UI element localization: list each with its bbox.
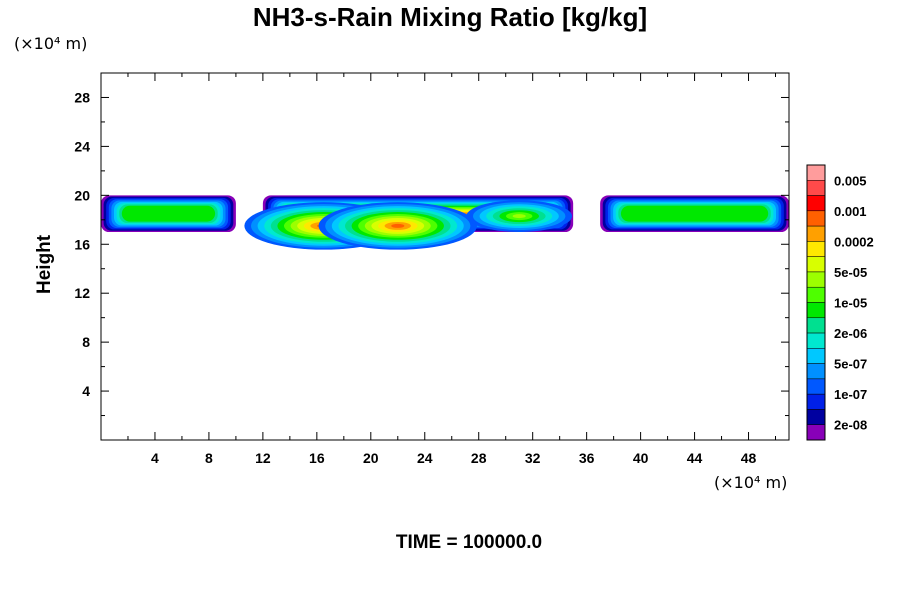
colorbar-swatch [806, 348, 826, 364]
colorbar-swatch [806, 409, 826, 425]
colorbar-swatch [806, 363, 826, 380]
colorbar-swatch [806, 393, 826, 410]
colorbar-swatch [806, 317, 826, 334]
y-tick-label: 4 [82, 383, 90, 399]
colorbar-swatch [806, 424, 826, 441]
x-tick-label: 24 [417, 450, 433, 466]
peak-region [512, 214, 526, 219]
colorbar-label: 0.005 [834, 173, 867, 188]
colorbar-label: 1e-07 [834, 387, 867, 402]
colorbar-label: 0.0002 [834, 234, 874, 249]
x-tick-label: 28 [471, 450, 487, 466]
chart-title: NH3-s-Rain Mixing Ratio [kg/kg] [252, 2, 648, 32]
colorbar-swatch [806, 378, 826, 395]
colorbar-label: 5e-05 [834, 265, 867, 280]
colorbar-label: 2e-08 [834, 418, 867, 433]
y-axis-unit: (×10⁴ m) [14, 34, 88, 53]
layer-band [121, 205, 216, 222]
peak-region [391, 223, 405, 228]
y-tick-label: 12 [74, 285, 90, 301]
layer-band [620, 205, 769, 222]
time-label: TIME = 100000.0 [395, 532, 543, 553]
y-tick-label: 28 [74, 89, 90, 105]
colorbar-swatch [806, 256, 826, 273]
x-tick-label: 32 [525, 450, 541, 466]
colorbar-swatch [806, 241, 826, 257]
x-tick-label: 16 [309, 450, 325, 466]
plot-frame [100, 72, 790, 441]
colorbar-swatch [806, 286, 826, 303]
colorbar-swatch [806, 271, 826, 288]
y-tick-label: 16 [74, 236, 90, 252]
colorbar-swatch [806, 302, 826, 319]
colorbar-swatch [806, 195, 826, 212]
y-tick-label: 24 [74, 138, 90, 154]
x-tick-label: 44 [687, 450, 703, 466]
colorbar-frame [806, 164, 826, 441]
colorbar-label: 0.001 [834, 204, 867, 219]
colorbar-swatch [806, 225, 826, 242]
colorbar-swatch [806, 332, 826, 349]
colorbar-swatch [806, 210, 826, 227]
y-tick-label: 8 [82, 334, 90, 350]
y-tick-label: 20 [74, 187, 90, 203]
x-tick-label: 8 [205, 450, 213, 466]
colorbar-label: 5e-07 [834, 357, 867, 372]
x-tick-label: 20 [363, 450, 379, 466]
x-axis-unit: (×10⁴ m) [714, 473, 788, 492]
x-tick-label: 48 [741, 450, 757, 466]
x-tick-label: 36 [579, 450, 595, 466]
colorbar-swatch [806, 164, 826, 181]
colorbar-swatch [806, 180, 826, 196]
colorbar-label: 1e-05 [834, 296, 867, 311]
x-tick-label: 4 [151, 450, 159, 466]
x-tick-label: 40 [633, 450, 649, 466]
colorbar-label: 2e-06 [834, 326, 867, 341]
x-tick-label: 12 [255, 450, 271, 466]
